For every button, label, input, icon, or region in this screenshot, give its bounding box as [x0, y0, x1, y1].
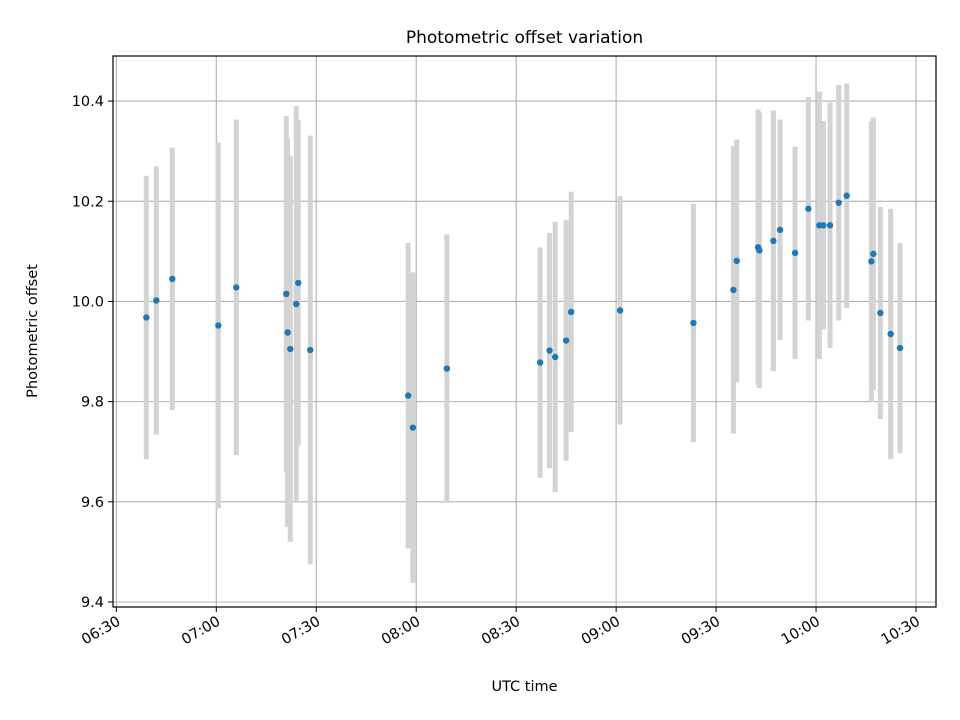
- data-point: [877, 309, 884, 317]
- data-point: [730, 286, 737, 294]
- data-point: [307, 346, 314, 354]
- x-tick-label: 09:30: [679, 614, 723, 649]
- data-point: [835, 199, 842, 206]
- data-point: [293, 300, 300, 308]
- data-point: [233, 284, 240, 291]
- data-point: [295, 279, 302, 287]
- data-point: [409, 424, 417, 431]
- data-point: [215, 322, 222, 329]
- data-point: [733, 257, 740, 265]
- x-tick-label: 07:30: [279, 614, 323, 649]
- data-point: [405, 392, 412, 399]
- y-tick-label: 10.4: [72, 94, 104, 110]
- data-point: [887, 330, 894, 338]
- x-tick-label: 10:00: [779, 614, 823, 649]
- data-point: [770, 237, 777, 245]
- data-point: [868, 258, 875, 265]
- data-point: [826, 222, 834, 229]
- data-point: [896, 344, 904, 352]
- y-tick-label: 9.8: [81, 395, 104, 411]
- x-axis-label: UTC time: [491, 679, 557, 695]
- data-point: [843, 192, 850, 199]
- y-tick-label: 10.0: [72, 294, 104, 310]
- x-tick-label: 06:30: [79, 614, 123, 649]
- x-axis-ticks: 06:30 07:00 07:30 08:00 08:30 09:00 09:30 10:00…: [79, 607, 923, 648]
- data-point: [776, 226, 784, 234]
- data-point: [567, 308, 575, 316]
- data-point: [153, 297, 160, 304]
- data-point: [870, 250, 877, 258]
- data-point: [820, 222, 827, 229]
- grid: [113, 56, 936, 607]
- data-point: [169, 275, 176, 283]
- x-tick-label: 08:30: [479, 614, 523, 649]
- data-point: [284, 329, 291, 336]
- data-point: [143, 314, 150, 321]
- x-tick-label: 07:00: [179, 614, 223, 649]
- y-tick-label: 10.2: [72, 194, 104, 210]
- data-point: [756, 247, 763, 254]
- data-point: [443, 365, 451, 372]
- data-point: [283, 290, 290, 298]
- plot-frame: [112, 55, 937, 608]
- x-tick-label: 09:00: [579, 614, 623, 649]
- data-point: [562, 337, 570, 344]
- data-point: [791, 249, 799, 257]
- errorbars: [143, 83, 903, 583]
- y-axis-ticks: 9.4 9.6 9.8 10.0 10.2 10.4: [72, 94, 113, 611]
- data-point: [616, 307, 624, 314]
- data-points: [143, 192, 904, 431]
- data-point: [551, 353, 559, 361]
- x-tick-label: 08:00: [379, 614, 423, 649]
- data-point: [546, 347, 553, 354]
- data-point: [287, 345, 294, 353]
- x-tick-label: 10:30: [879, 614, 923, 649]
- y-axis-label: Photometric offset: [25, 264, 41, 398]
- y-tick-label: 9.6: [81, 495, 104, 511]
- y-tick-label: 9.4: [81, 595, 104, 611]
- chart-title: Photometric offset variation: [406, 28, 643, 48]
- data-point: [805, 205, 812, 212]
- data-point: [690, 319, 697, 327]
- data-point: [536, 359, 544, 366]
